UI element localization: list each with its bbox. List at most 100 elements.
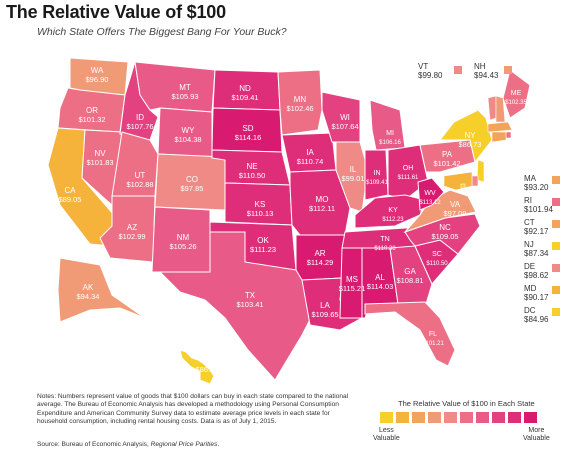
legend-less-label: Less Valuable [373, 427, 400, 442]
state-nj [476, 159, 485, 183]
state-value-mo: $112.11 [309, 204, 335, 213]
state-value-in: $109.41 [366, 180, 388, 186]
source-text: Source: Bureau of Economic Analysis, Reg… [37, 441, 220, 448]
legend-swatch [412, 412, 425, 423]
state-label-ks: KS [255, 200, 266, 209]
state-value-ks: $110.13 [247, 209, 274, 218]
callout-ma: MA $93.20 [524, 174, 549, 192]
state-label-az: AZ [127, 223, 137, 232]
legend-title: The Relative Value of $100 in Each State [398, 399, 535, 408]
state-value-wv: $113.12 [419, 200, 441, 206]
state-label-al: AL [375, 273, 385, 282]
state-value-hi: $86.06 [196, 365, 219, 374]
state-pa [419, 139, 476, 173]
state-value-ca: $89.05 [59, 195, 82, 204]
state-wv [417, 177, 445, 211]
state-label-ky: KY [388, 207, 398, 214]
state-me [502, 69, 531, 119]
notes-text: Notes: Numbers represent value of goods … [37, 393, 349, 425]
state-label-sc: SC [432, 251, 442, 258]
state-value-sc: $110.50 [426, 261, 448, 267]
state-value-id: $107.76 [126, 122, 153, 131]
state-label-ar: AR [314, 249, 325, 258]
callout-swatch-ct [552, 220, 560, 228]
state-label-la: LA [320, 301, 330, 310]
state-mn [277, 69, 323, 136]
state-value-ak: $94.34 [77, 292, 100, 301]
state-value-ga: $108.81 [396, 276, 423, 285]
state-value-pa: $101.42 [433, 159, 460, 168]
state-vt [487, 95, 497, 121]
state-value-mt: $105.93 [171, 92, 198, 101]
state-value-al: $114.03 [367, 282, 394, 291]
state-value-oh: $111.61 [398, 175, 419, 181]
state-label-mt: MT [179, 83, 191, 92]
state-md [443, 171, 473, 191]
state-mi [369, 99, 406, 151]
state-label-ok: OK [257, 236, 269, 245]
state-value-nv: $101.83 [86, 158, 113, 167]
state-value-fl: $101.21 [422, 341, 444, 347]
state-label-ak: AK [83, 283, 94, 292]
state-value-nd: $109.41 [231, 93, 258, 102]
state-label-or: OR [86, 106, 98, 115]
state-label-il: IL [350, 165, 357, 174]
state-value-nc: $109.05 [431, 232, 458, 241]
state-hi [179, 349, 215, 385]
state-label-oh: OH [403, 165, 414, 172]
callout-swatch-vt [454, 66, 462, 74]
page-title: The Relative Value of $100 [6, 2, 226, 22]
legend-swatch [508, 412, 521, 423]
state-value-wa: $96.90 [86, 75, 109, 84]
state-value-mi: $106.16 [379, 140, 401, 146]
state-label-nm: NM [177, 233, 190, 242]
state-label-wi: WI [340, 113, 350, 122]
legend-swatch [524, 412, 537, 423]
state-label-tx: TX [245, 291, 256, 300]
state-value-co: $97.85 [181, 184, 204, 193]
state-value-ms: $115.21 [339, 284, 366, 293]
state-nv [81, 129, 123, 206]
state-label-mi: MI [386, 130, 394, 137]
state-label-ut: UT [135, 171, 146, 180]
state-value-tn: $110.38 [374, 246, 396, 252]
state-ct [491, 131, 507, 143]
state-value-tx: $103.41 [236, 300, 263, 309]
state-de [471, 175, 479, 187]
state-label-fl: FL [429, 331, 437, 338]
state-label-mn: MN [294, 95, 307, 104]
state-label-ms: MS [346, 275, 358, 284]
state-value-wi: $107.64 [331, 122, 358, 131]
state-label-nc: NC [439, 223, 451, 232]
state-az [99, 195, 156, 263]
state-value-sd: $114.16 [235, 133, 262, 142]
state-value-nm: $105.26 [169, 242, 196, 251]
state-value-mn: $102.46 [286, 104, 313, 113]
legend-swatch [476, 412, 489, 423]
callout-swatch-nh [504, 66, 512, 74]
state-ak [57, 257, 146, 323]
state-label-wy: WY [182, 126, 196, 135]
state-mt [134, 61, 216, 113]
callout-nj: NJ $87.34 [524, 240, 549, 258]
state-label-hi: HI [203, 356, 211, 365]
state-label-ny: NY [464, 131, 476, 140]
legend-swatch [380, 412, 393, 423]
callout-vt: VT $99.80 [418, 62, 443, 80]
state-fl [364, 301, 456, 367]
state-dc [460, 183, 466, 189]
legend-more-label: More Valuable [523, 427, 550, 442]
state-label-nv: NV [94, 149, 106, 158]
state-value-la: $109.65 [311, 310, 338, 319]
state-value-az: $102.99 [118, 232, 145, 241]
legend-color-scale [380, 412, 537, 423]
callout-swatch-de [552, 264, 560, 272]
state-label-pa: PA [442, 150, 453, 159]
state-value-ok: $111.23 [250, 245, 276, 254]
state-value-va: $97.09 [444, 209, 467, 218]
state-label-va: VA [450, 200, 461, 209]
callout-swatch-md [552, 286, 560, 294]
callout-ri: RI $101.94 [524, 196, 553, 214]
state-label-wa: WA [91, 66, 104, 75]
